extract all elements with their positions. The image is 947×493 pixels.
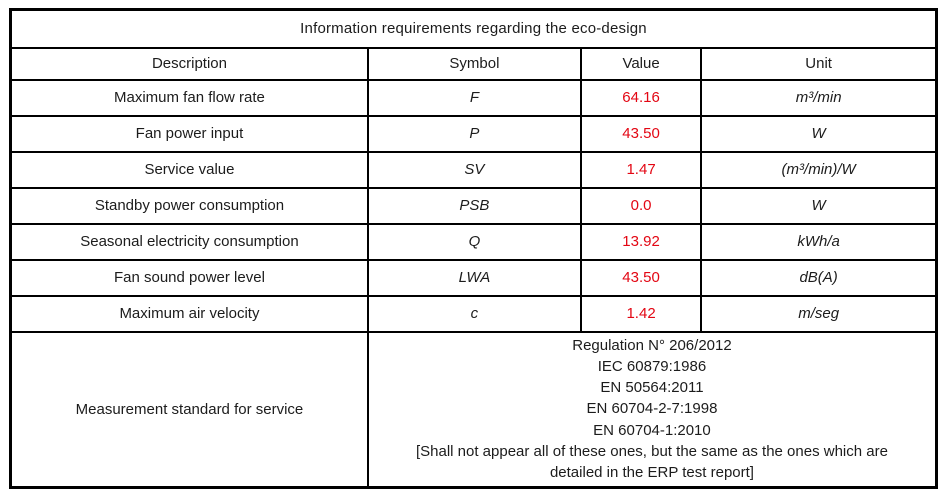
description-cell: Seasonal electricity consumption	[9, 222, 369, 261]
symbol-cell: SV	[366, 150, 582, 189]
table-row: Fan power input P 43.50 W	[9, 114, 938, 153]
table-row: Maximum air velocity c 1.42 m/seg	[9, 294, 938, 333]
standard-note-line: [Shall not appear all of these ones, but…	[415, 442, 888, 460]
column-header-value: Value	[579, 46, 703, 81]
description-cell: Maximum fan flow rate	[9, 78, 369, 117]
standard-line: Regulation N° 206/2012	[572, 336, 732, 354]
measurement-standard-row: Measurement standard for service Regulat…	[9, 330, 938, 489]
description-cell: Standby power consumption	[9, 186, 369, 225]
standard-line: EN 50564:2011	[600, 379, 704, 397]
title-row: Information requirements regarding the e…	[9, 8, 938, 49]
table-title: Information requirements regarding the e…	[9, 8, 938, 49]
symbol-cell: c	[366, 294, 582, 333]
column-header-symbol: Symbol	[366, 46, 582, 81]
symbol-cell: LWA	[366, 258, 582, 297]
symbol-cell: Q	[366, 222, 582, 261]
unit-cell: dB(A)	[700, 258, 938, 297]
standard-line: EN 60704-2-7:1998	[586, 400, 718, 418]
table-row: Standby power consumption PSB 0.0 W	[9, 186, 938, 225]
unit-cell: (m³/min)/W	[700, 150, 938, 189]
unit-cell: kWh/a	[700, 222, 938, 261]
value-cell: 64.16	[579, 78, 703, 117]
value-cell: 0.0	[579, 186, 703, 225]
symbol-cell: PSB	[366, 186, 582, 225]
column-header-unit: Unit	[700, 46, 938, 81]
description-cell: Maximum air velocity	[9, 294, 369, 333]
table-row: Seasonal electricity consumption Q 13.92…	[9, 222, 938, 261]
value-cell: 1.47	[579, 150, 703, 189]
unit-cell: m/seg	[700, 294, 938, 333]
table-row: Service value SV 1.47 (m³/min)/W	[9, 150, 938, 189]
measurement-standard-details: Regulation N° 206/2012 IEC 60879:1986 EN…	[366, 330, 938, 489]
description-cell: Fan power input	[9, 114, 369, 153]
header-row: Description Symbol Value Unit	[9, 46, 938, 81]
value-cell: 43.50	[579, 114, 703, 153]
column-header-description: Description	[9, 46, 369, 81]
standard-note-line: detailed in the ERP test report]	[549, 464, 754, 482]
value-cell: 43.50	[579, 258, 703, 297]
unit-cell: m³/min	[700, 78, 938, 117]
standard-line: EN 60704-1:2010	[593, 421, 711, 439]
table-row: Maximum fan flow rate F 64.16 m³/min	[9, 78, 938, 117]
measurement-standard-label: Measurement standard for service	[9, 330, 369, 489]
symbol-cell: P	[366, 114, 582, 153]
standard-line: IEC 60879:1986	[597, 357, 707, 375]
eco-design-table: Information requirements regarding the e…	[9, 8, 938, 489]
description-cell: Fan sound power level	[9, 258, 369, 297]
unit-cell: W	[700, 114, 938, 153]
unit-cell: W	[700, 186, 938, 225]
value-cell: 13.92	[579, 222, 703, 261]
value-cell: 1.42	[579, 294, 703, 333]
description-cell: Service value	[9, 150, 369, 189]
table-row: Fan sound power level LWA 43.50 dB(A)	[9, 258, 938, 297]
symbol-cell: F	[366, 78, 582, 117]
